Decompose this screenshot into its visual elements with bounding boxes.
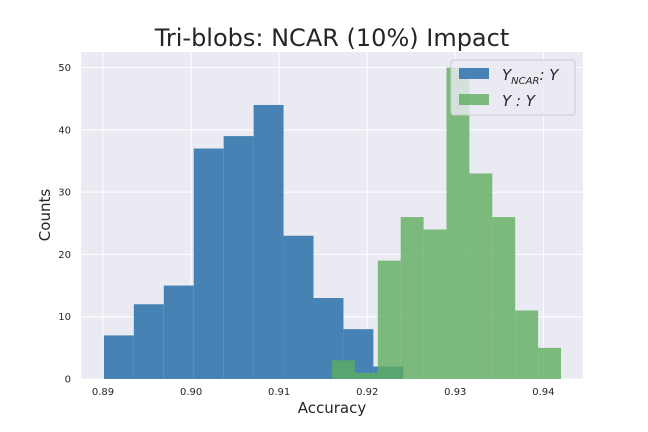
bar-ncar-6 bbox=[283, 235, 314, 379]
chart-title: Tri-blobs: NCAR (10%) Impact bbox=[154, 24, 510, 52]
legend-label-ncar: YNCAR: Y bbox=[502, 66, 560, 87]
bar-ncar-2 bbox=[163, 285, 194, 379]
bar-yy-4 bbox=[423, 229, 447, 379]
bar-yy-7 bbox=[492, 217, 516, 379]
x-tick-label: 0.93 bbox=[444, 387, 466, 398]
x-tick-label: 0.90 bbox=[180, 387, 202, 398]
legend-swatch-green bbox=[459, 94, 489, 105]
bar-yy-1 bbox=[354, 372, 378, 379]
legend-label-yy: Y : Y bbox=[502, 92, 537, 110]
y-tick-label: 40 bbox=[58, 125, 71, 136]
y-tick-label: 20 bbox=[58, 250, 71, 261]
bar-ncar-5 bbox=[253, 104, 284, 379]
histogram-bars bbox=[103, 67, 561, 380]
y-tick-labels: 0 10 20 30 40 50 bbox=[58, 63, 71, 385]
x-axis-label: Accuracy bbox=[298, 399, 367, 417]
y-tick-label: 30 bbox=[58, 188, 71, 199]
x-tick-label: 0.89 bbox=[92, 387, 114, 398]
x-tick-label: 0.94 bbox=[532, 387, 554, 398]
y-tick-label: 10 bbox=[58, 312, 71, 323]
x-tick-label: 0.91 bbox=[268, 387, 290, 398]
x-tick-labels: 0.89 0.90 0.91 0.92 0.93 0.94 bbox=[92, 387, 555, 398]
bar-yy-9 bbox=[538, 347, 561, 379]
bar-ncar-3 bbox=[193, 148, 224, 379]
bar-ncar-4 bbox=[223, 136, 254, 379]
y-axis-label: Counts bbox=[36, 189, 54, 242]
bar-yy-2 bbox=[377, 260, 401, 379]
y-tick-label: 50 bbox=[58, 63, 71, 74]
bar-yy-5 bbox=[446, 67, 470, 380]
legend-swatch-blue bbox=[459, 68, 489, 79]
y-tick-label: 0 bbox=[65, 375, 71, 386]
legend: YNCAR: Y Y : Y bbox=[450, 59, 576, 116]
bar-yy-0 bbox=[332, 360, 355, 379]
bar-yy-3 bbox=[400, 217, 424, 379]
bar-ncar-1 bbox=[133, 304, 164, 379]
bar-yy-6 bbox=[469, 173, 493, 379]
bar-ncar-0 bbox=[103, 335, 134, 379]
bar-yy-8 bbox=[515, 310, 539, 379]
x-tick-label: 0.92 bbox=[356, 387, 378, 398]
